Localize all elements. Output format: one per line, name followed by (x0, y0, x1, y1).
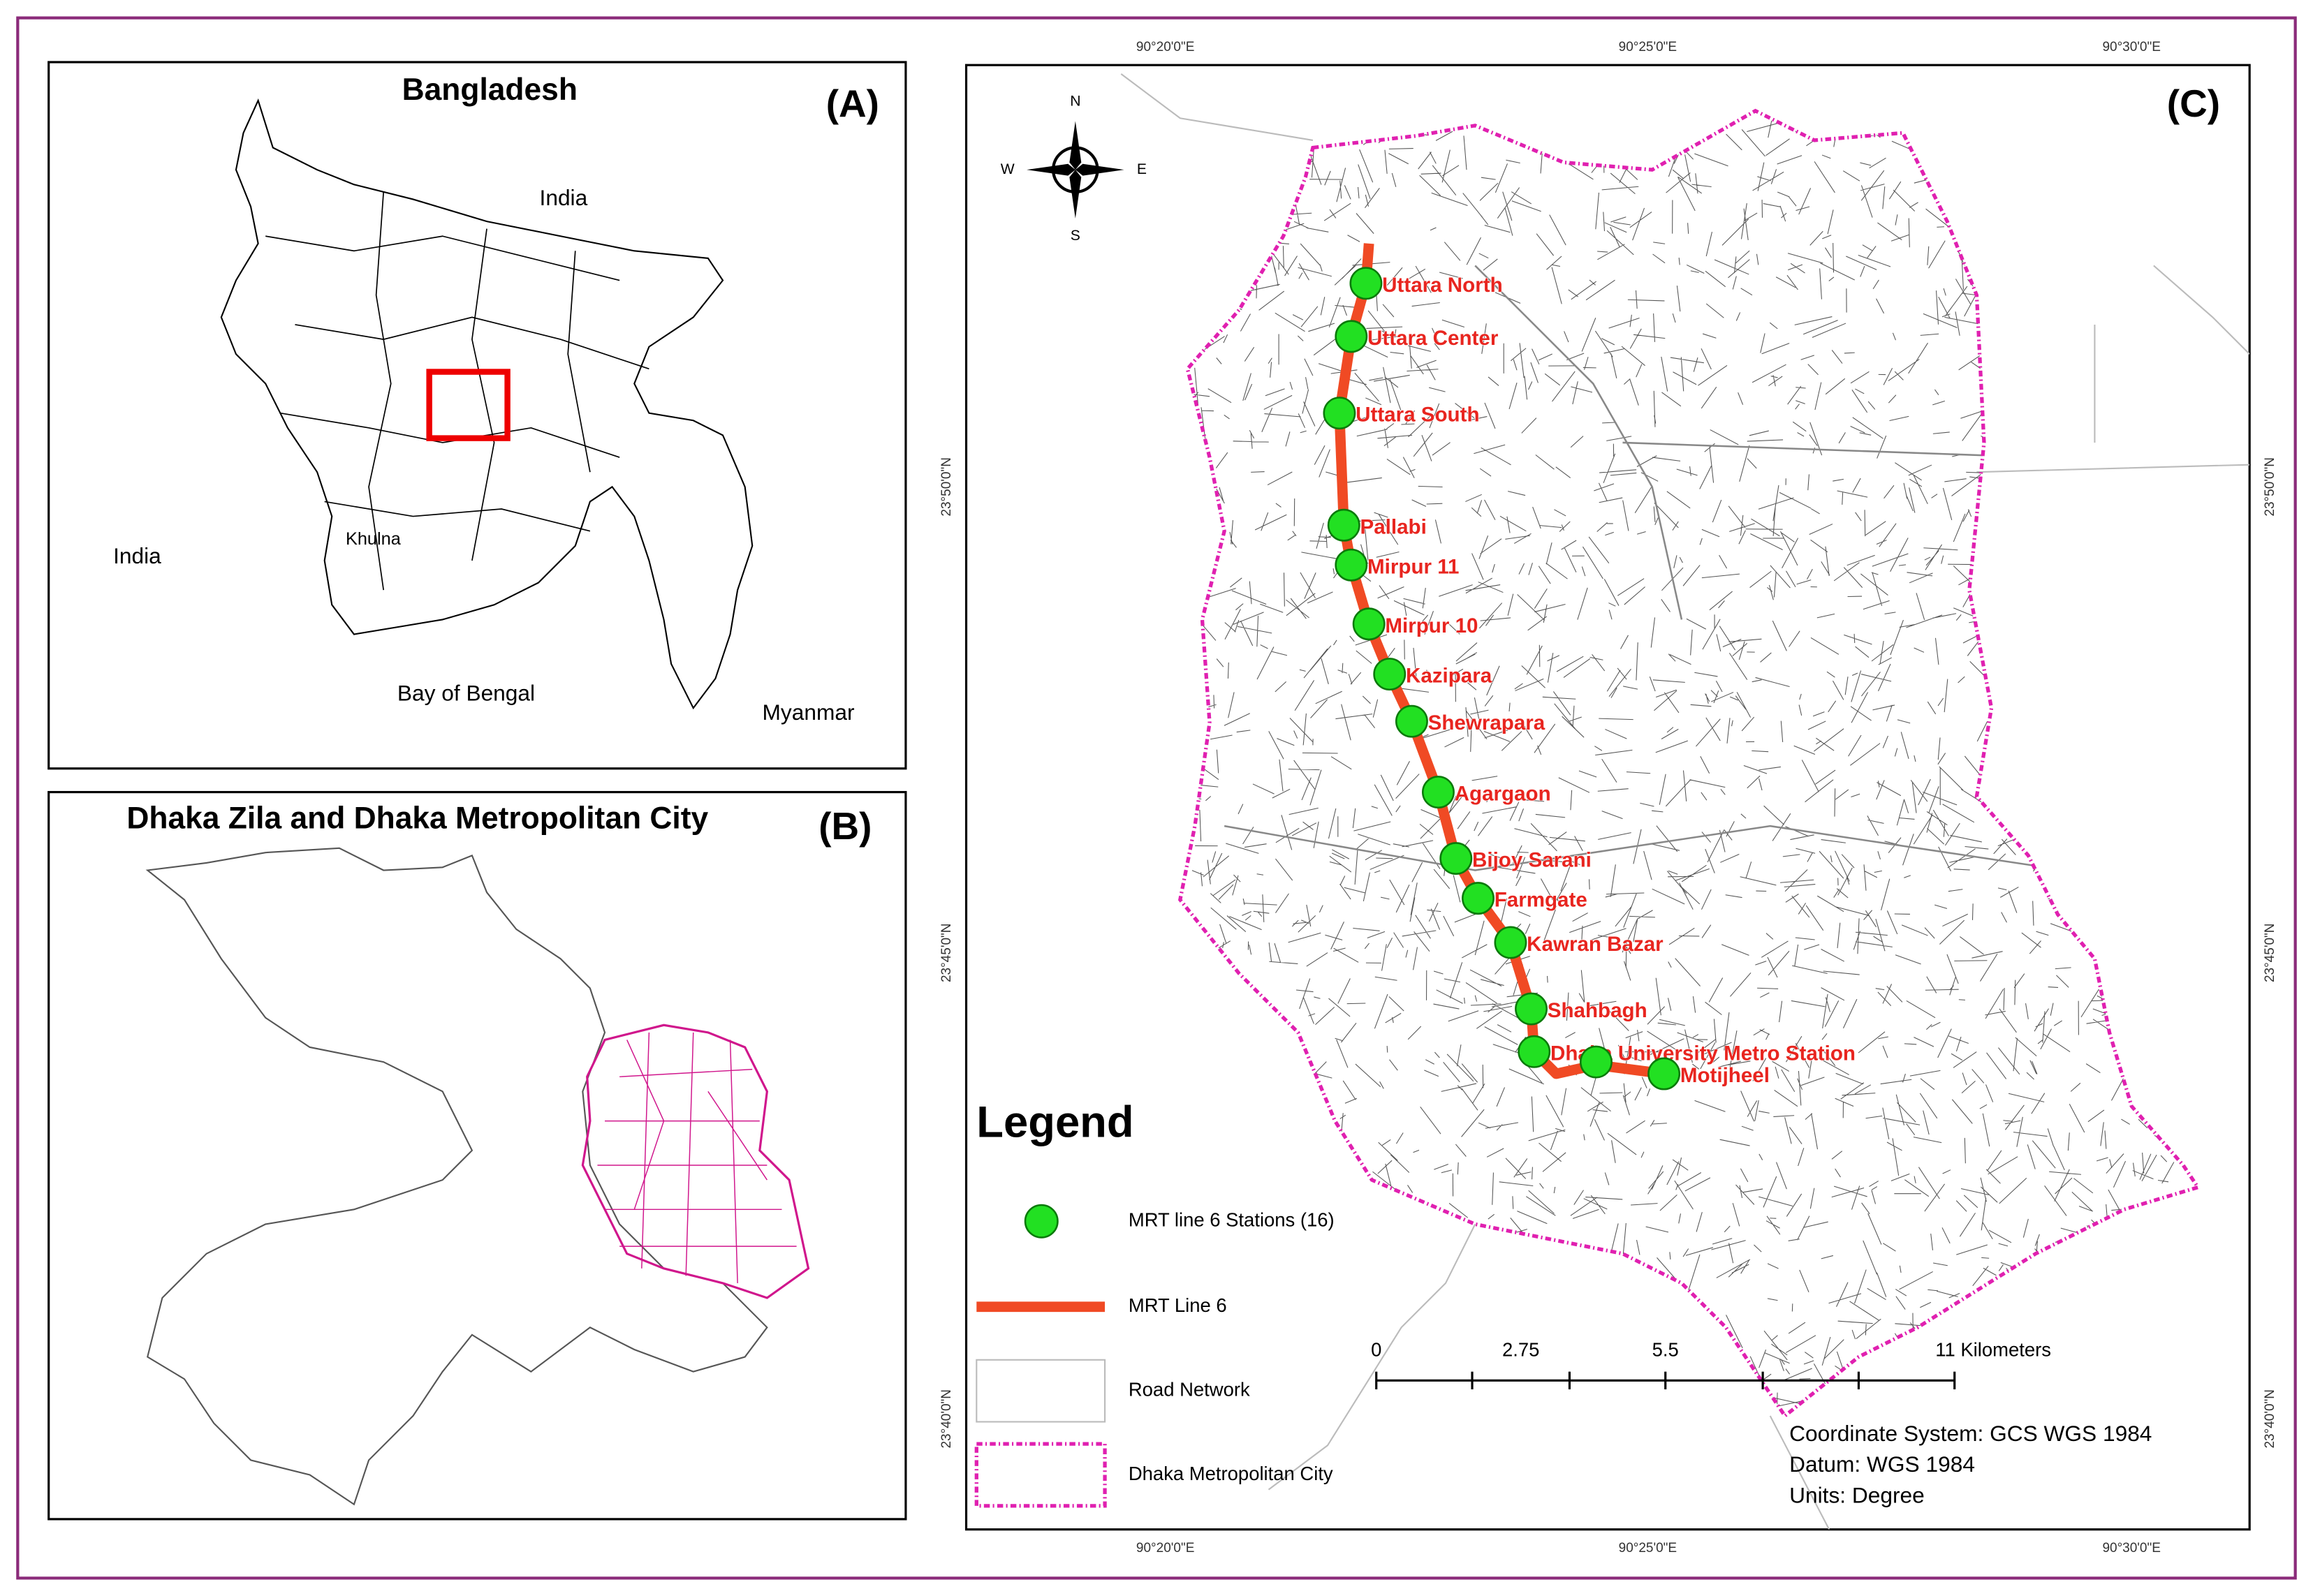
place-label: India (113, 543, 161, 568)
legend-title: Legend (976, 1098, 1133, 1147)
station-dot (1373, 658, 1407, 691)
panel-b-title: Dhaka Zila and Dhaka Metropolitan City (126, 801, 708, 835)
district-lines (265, 191, 649, 591)
place-label: Khulna (346, 529, 402, 549)
station-dot (1395, 704, 1428, 738)
compass-n: N (1070, 94, 1080, 110)
info-line: Units: Degree (1789, 1483, 1925, 1508)
station-dot (1335, 320, 1368, 353)
longitude-label: 90°25'0"E (1619, 1541, 1677, 1556)
legend-item: Road Network (1129, 1378, 1250, 1400)
longitude-label: 90°20'0"E (1136, 1541, 1194, 1556)
station-dot (1323, 397, 1356, 430)
metro-ward-lines (597, 1032, 797, 1283)
dhaka-zila-outline (145, 847, 768, 1506)
panel-b-frame (47, 790, 907, 1521)
station-label: Shewrapara (1428, 711, 1545, 734)
station-label: Uttara Center (1367, 327, 1499, 350)
legend-item: MRT Line 6 (1129, 1294, 1227, 1316)
legend-station-symbol (1024, 1204, 1059, 1239)
scale-label: 2.75 (1502, 1338, 1539, 1360)
latitude-label: 23°40'0"N (939, 1389, 954, 1449)
station-label: Pallabi (1360, 515, 1426, 538)
graticule-labels: 90°20'0"E 90°20'0"E 90°25'0"E 90°25'0"E 90°3… (939, 40, 2277, 1556)
compass-s: S (1071, 228, 1080, 244)
legend-item: Dhaka Metropolitan City (1129, 1463, 1333, 1484)
longitude-label: 90°25'0"E (1619, 40, 1677, 54)
station-dot (1462, 882, 1495, 915)
outer-border (16, 16, 2297, 1580)
compass-e: E (1137, 161, 1147, 177)
place-label: Myanmar (763, 700, 855, 725)
station-label: Mirpur 11 (1367, 555, 1459, 578)
longitude-label: 90°30'0"E (2102, 40, 2160, 54)
station-label: Bijoy Sarani (1472, 849, 1592, 872)
station-dot (1515, 992, 1548, 1026)
station-dot (1647, 1057, 1681, 1091)
station-dot (1335, 548, 1368, 582)
legend-road-symbol (976, 1359, 1106, 1423)
scale-label: 0 (1371, 1338, 1381, 1360)
place-label: India (540, 185, 588, 210)
panel-b-label: (B) (818, 804, 872, 848)
panel-a-label: (A) (826, 82, 879, 125)
outer-roads (1120, 73, 2250, 1530)
legend-item: MRT line 6 Stations (16) (1129, 1209, 1335, 1230)
bangladesh-outline (220, 98, 754, 710)
station-dot (1327, 508, 1360, 542)
scale-label: 11 Kilometers (1935, 1338, 2051, 1360)
panel-c-label: (C) (2167, 82, 2220, 125)
station-label: Farmgate (1495, 889, 1587, 912)
scale-label: 5.5 (1652, 1338, 1679, 1360)
latitude-label: 23°40'0"N (2263, 1389, 2277, 1449)
station-dot (1439, 842, 1473, 875)
dhaka-metro-outline (581, 1024, 810, 1299)
info-line: Coordinate System: GCS WGS 1984 (1789, 1421, 2152, 1446)
station-dot (1494, 926, 1527, 959)
legend-boundary-symbol (974, 1442, 1107, 1508)
station-dot (1421, 776, 1455, 808)
longitude-label: 90°20'0"E (1136, 40, 1194, 54)
dhaka-highlight-box (426, 369, 511, 441)
latitude-label: 23°45'0"N (939, 924, 954, 983)
station-label: Kawran Bazar (1527, 933, 1664, 956)
scale-bar (1375, 1371, 1956, 1390)
panel-c-frame (964, 64, 2251, 1531)
longitude-label: 90°30'0"E (2102, 1541, 2160, 1556)
latitude-label: 23°45'0"N (2263, 924, 2277, 983)
station-dot (1352, 607, 1386, 641)
metro-boundary (1177, 108, 2201, 1419)
station-label: Mirpur 10 (1385, 614, 1478, 637)
station-label: Shahbagh (1548, 999, 1647, 1022)
station-label: Uttara North (1382, 274, 1502, 297)
station-label: Uttara South (1356, 404, 1479, 427)
latitude-label: 23°50'0"N (939, 457, 954, 517)
stations: Uttara North Uttara Center Uttara South Pal… (1323, 267, 1856, 1091)
station-dot (1518, 1035, 1551, 1068)
panel-a-title: Bangladesh (402, 73, 578, 107)
info-line: Datum: WGS 1984 (1789, 1451, 1975, 1477)
compass: N S E W (1001, 94, 1147, 244)
station-dot (1580, 1045, 1613, 1079)
station-label: Agargaon (1455, 783, 1551, 806)
compass-w: W (1001, 161, 1015, 177)
station-label: Motijheel (1680, 1064, 1770, 1087)
station-label: Kazipara (1406, 665, 1492, 688)
panel-a-frame (47, 61, 907, 770)
station-dot (1349, 267, 1383, 300)
latitude-label: 23°50'0"N (2263, 457, 2277, 517)
place-label: Bay of Bengal (397, 681, 535, 706)
